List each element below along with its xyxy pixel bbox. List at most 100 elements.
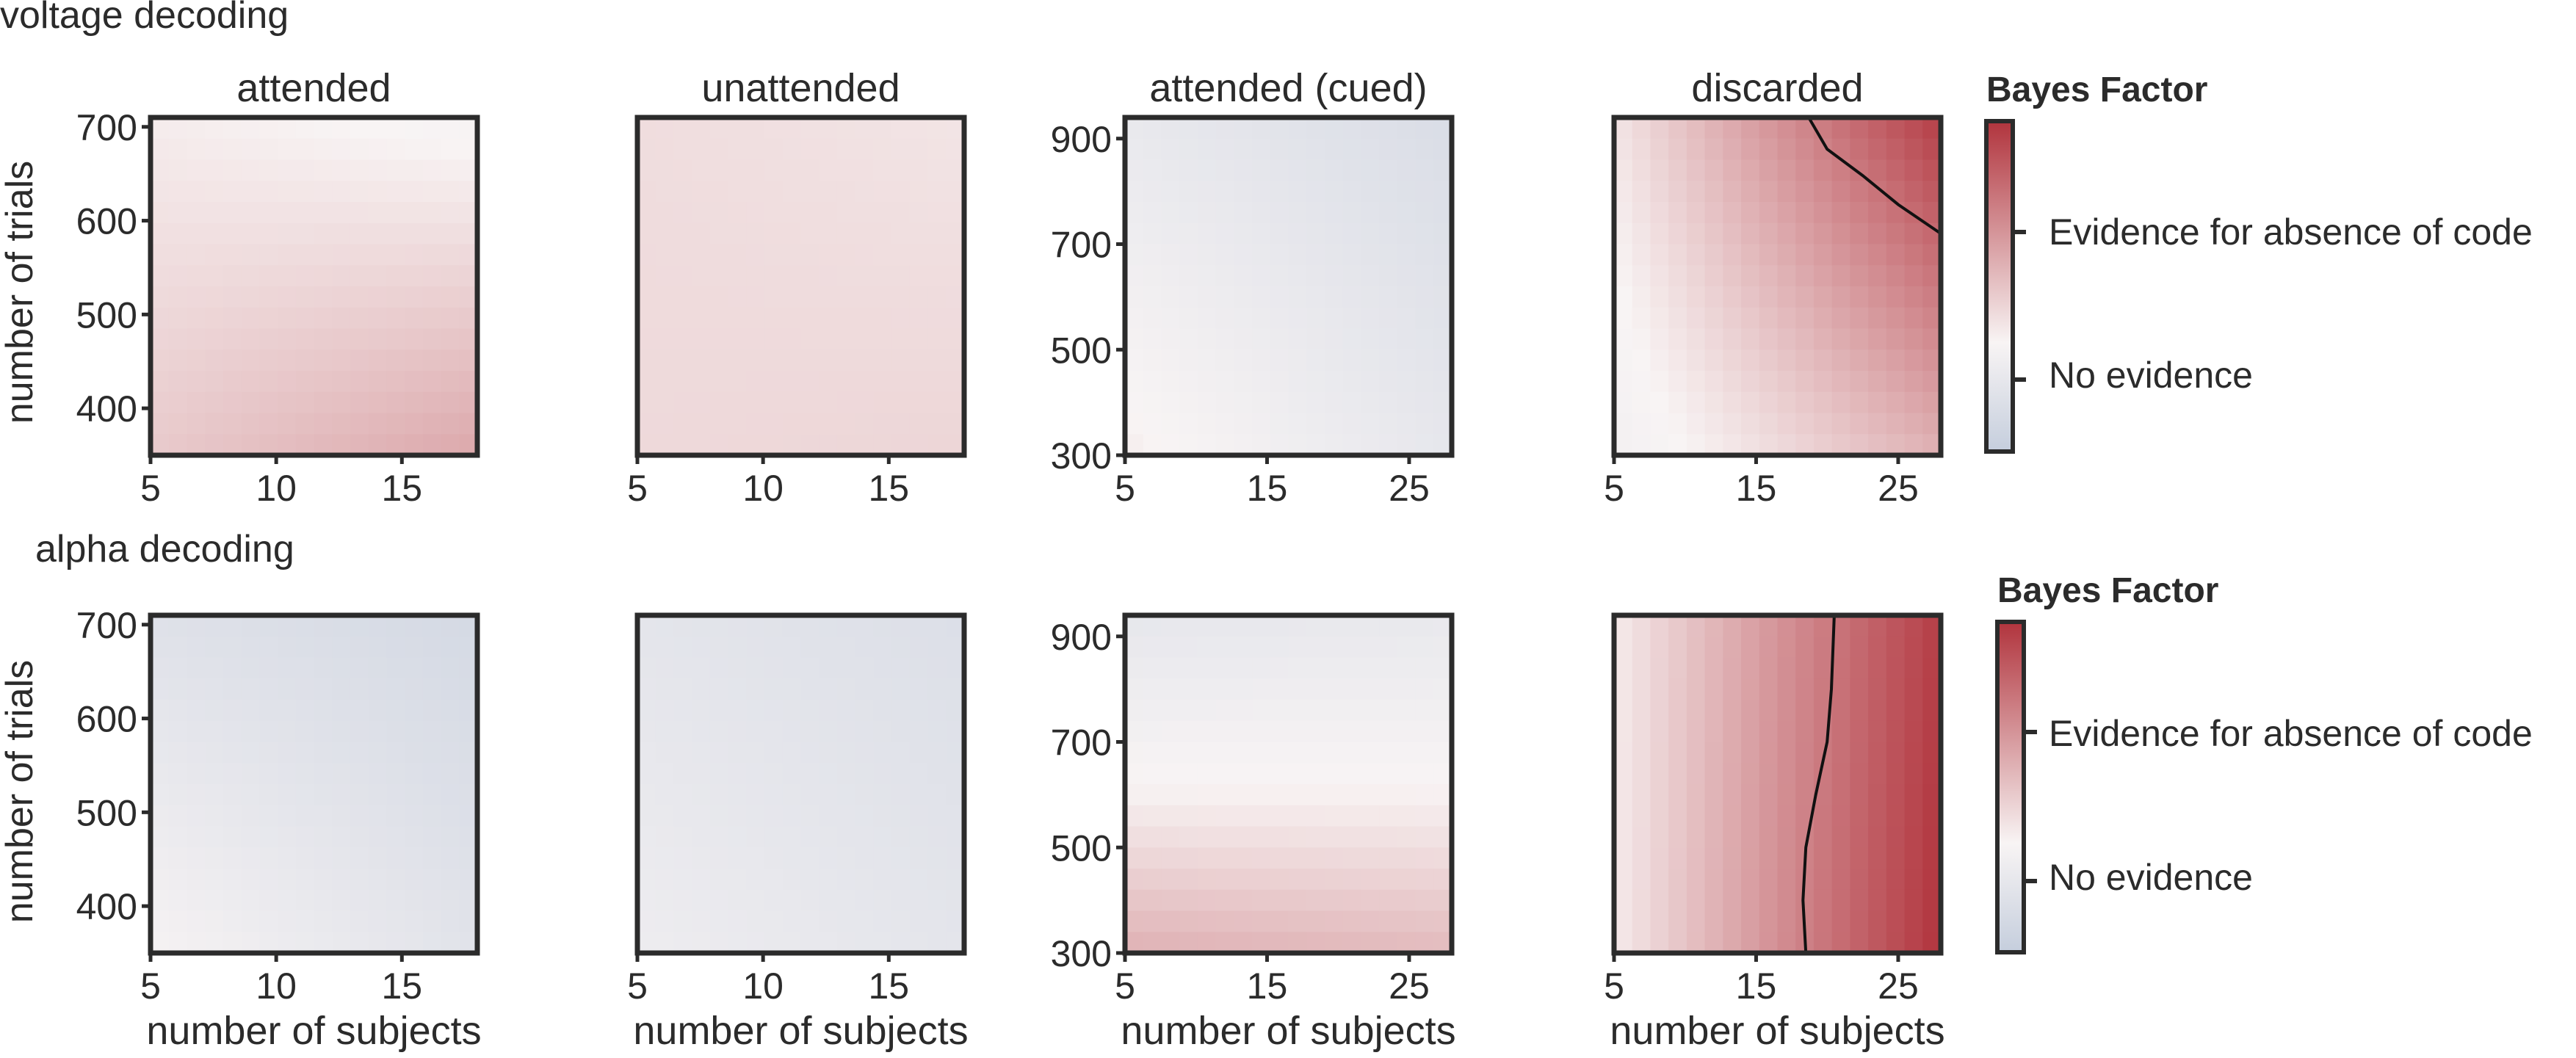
heatmap-cell [278, 434, 297, 456]
heatmap-cell [1215, 615, 1234, 637]
heatmap-cell [278, 222, 297, 245]
heatmap-cell [441, 720, 460, 743]
heatmap-cell [1215, 932, 1234, 954]
heatmap-cell [1614, 244, 1633, 266]
heatmap-cell [168, 413, 188, 435]
heatmap-cell [1361, 742, 1380, 764]
heatmap-cell [278, 636, 297, 659]
heatmap-cell [1252, 805, 1271, 827]
heatmap-cell [1179, 434, 1198, 456]
heatmap-cell [1668, 265, 1687, 287]
heatmap-cell [259, 286, 278, 308]
heatmap-cell [728, 265, 747, 287]
x-tick-label: 25 [1389, 468, 1430, 509]
heatmap-cell [819, 889, 838, 912]
heatmap-cell [1397, 181, 1417, 203]
heatmap-cell [1125, 763, 1144, 785]
heatmap-cell [1704, 434, 1723, 456]
heatmap-cell [459, 181, 478, 203]
heatmap-cell [673, 910, 692, 932]
heatmap-cell [1197, 202, 1217, 224]
heatmap-cell [295, 244, 315, 266]
heatmap-cell [1904, 784, 1923, 806]
heatmap-cell [692, 678, 711, 700]
heatmap-cell [1397, 434, 1417, 456]
heatmap-cell [1922, 869, 1942, 891]
heatmap-cell [1632, 391, 1651, 414]
heatmap-cell [1361, 391, 1380, 414]
heatmap-cell [655, 286, 675, 308]
heatmap-cell [709, 889, 729, 912]
heatmap-cell [1215, 371, 1234, 393]
heatmap-cell [151, 847, 170, 869]
heatmap-cell [1324, 910, 1344, 932]
heatmap-cell [1704, 657, 1723, 679]
heatmap-cell [891, 413, 911, 435]
heatmap-cell [891, 910, 911, 932]
y-tick-label: 500 [76, 294, 137, 336]
heatmap-cell [205, 910, 224, 932]
heatmap-cell [800, 328, 820, 350]
heatmap-cell [1415, 286, 1434, 308]
heatmap-cell [1179, 636, 1198, 659]
heatmap-cell [1904, 615, 1923, 637]
heatmap-cell [1197, 910, 1217, 932]
heatmap-cell [1650, 932, 1669, 954]
heatmap-cell [1759, 763, 1779, 785]
heatmap-cell [1361, 328, 1380, 350]
heatmap-cell [1904, 159, 1923, 181]
heatmap-cell [692, 763, 711, 785]
heatmap-cell [927, 413, 947, 435]
heatmap-cell [782, 181, 802, 203]
heatmap-cell [1741, 889, 1760, 912]
heatmap-cell [441, 636, 460, 659]
heatmap-cell [1904, 222, 1923, 245]
heatmap-cell [259, 138, 278, 161]
heatmap-cell [728, 889, 747, 912]
heatmap-cell [891, 159, 911, 181]
heatmap-cell [1125, 349, 1144, 372]
heatmap-cell [692, 932, 711, 954]
heatmap-cell [350, 889, 369, 912]
heatmap-cell [855, 349, 874, 372]
y-tick-label: 900 [1051, 617, 1112, 658]
heatmap-cell [422, 847, 442, 869]
heatmap-cell [350, 349, 369, 372]
heatmap-cell [314, 910, 333, 932]
heatmap-cell [1831, 349, 1850, 372]
heatmap-cell [655, 117, 675, 140]
heatmap-cell [1234, 932, 1253, 954]
heatmap-cell [1342, 910, 1361, 932]
heatmap-cell [222, 286, 242, 308]
heatmap-cell [1922, 847, 1942, 869]
x-tick-label: 15 [381, 468, 422, 509]
x-tick-label: 5 [140, 965, 161, 1007]
heatmap-cell [1650, 202, 1669, 224]
heatmap-cell [1342, 826, 1361, 848]
heatmap-cell [1777, 869, 1796, 891]
heatmap-cell [1342, 391, 1361, 414]
heatmap-cell [1197, 678, 1217, 700]
heatmap-cell [314, 138, 333, 161]
heatmap-cell [819, 910, 838, 932]
heatmap-cell [151, 391, 170, 414]
heatmap-cell [205, 159, 224, 181]
heatmap-cell [1197, 932, 1217, 954]
heatmap-cell [1759, 742, 1779, 764]
heatmap-cell [1741, 138, 1760, 161]
heatmap-cell [1433, 202, 1452, 224]
heatmap-cell [728, 328, 747, 350]
heatmap-cell [1922, 371, 1942, 393]
heatmap-cell [1759, 349, 1779, 372]
heatmap-cell [1650, 636, 1669, 659]
y-tick-label: 700 [1051, 225, 1112, 266]
heatmap-cell [709, 202, 729, 224]
heatmap-cell [1904, 889, 1923, 912]
heatmap-cell [836, 138, 856, 161]
heatmap-cell [1813, 869, 1833, 891]
heatmap-cell [1125, 678, 1144, 700]
heatmap-cell [332, 657, 351, 679]
heatmap-cell [1904, 349, 1923, 372]
heatmap-cell [314, 307, 333, 330]
heatmap-cell [441, 371, 460, 393]
